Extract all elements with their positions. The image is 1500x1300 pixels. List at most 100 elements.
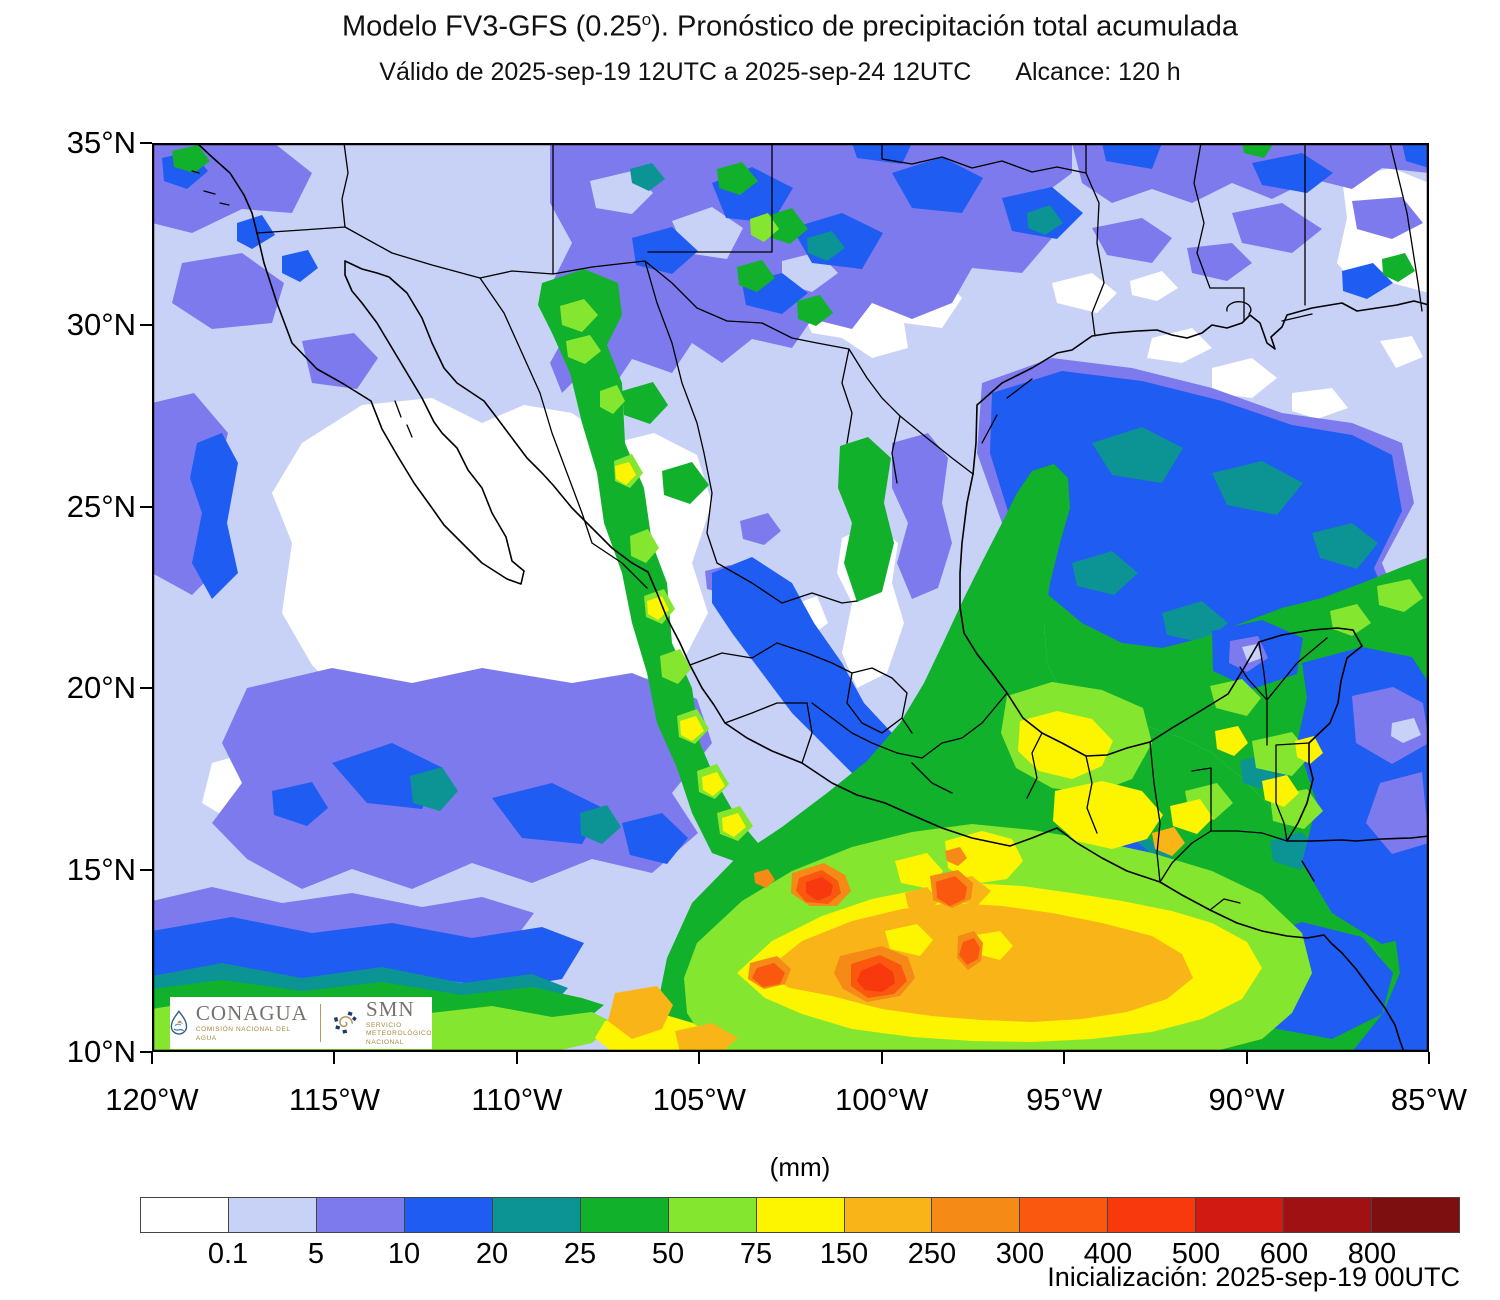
map-borders bbox=[191, 143, 1429, 1052]
colorbar bbox=[140, 1197, 1460, 1233]
conagua-logo-text: CONAGUA COMISIÓN NACIONAL DEL AGUA bbox=[196, 1003, 308, 1042]
colorbar-cell-1 bbox=[228, 1198, 317, 1232]
y-axis-label: 10°N bbox=[66, 1034, 136, 1069]
gulf-coast-us bbox=[972, 300, 1429, 475]
smn-name: SMN bbox=[366, 997, 415, 1022]
x-axis-label: 115°W bbox=[288, 1082, 380, 1117]
x-axis-tick bbox=[1245, 1052, 1248, 1064]
x-axis-label: 105°W bbox=[652, 1082, 746, 1117]
smn-logo-icon bbox=[334, 1011, 358, 1034]
y-axis-label: 30°N bbox=[66, 306, 136, 342]
colorbar-cell-14 bbox=[1372, 1198, 1460, 1232]
colorbar-labels: 0.1 5 10 20 25 50 75 150 250 300 400 500 600 800 bbox=[140, 1238, 1460, 1272]
alabama-georgia-border bbox=[1389, 143, 1423, 312]
x-axis-tick bbox=[151, 1052, 153, 1064]
pacific-coastline bbox=[344, 260, 1405, 1052]
precip-field-violet-caribbean bbox=[1229, 636, 1429, 854]
y-axis-label: 15°N bbox=[66, 852, 136, 888]
logo-divider bbox=[319, 1004, 322, 1042]
x-axis-tick bbox=[698, 1052, 701, 1064]
california-arizona-border bbox=[341, 143, 349, 228]
smn-caption: SERVICIO METEOROLÓGICO NACIONAL bbox=[366, 1022, 432, 1046]
colorbar-cell-12 bbox=[1196, 1198, 1285, 1232]
x-axis-label: 120°W bbox=[105, 1082, 199, 1117]
x-axis-label: 110°W bbox=[471, 1082, 563, 1117]
colorbar-label: 800 bbox=[1347, 1238, 1397, 1270]
colorbar-cell-11 bbox=[1108, 1198, 1197, 1232]
smn-logo-text: SMN SERVICIO METEOROLÓGICO NACIONAL bbox=[366, 999, 432, 1046]
baja-california-coastline bbox=[256, 232, 525, 585]
x-axis-label: 90°W bbox=[1208, 1082, 1285, 1117]
valid-range: Válido de 2025-sep-19 12UTC a 2025-sep-2… bbox=[379, 58, 972, 86]
gulf-caribbean-coastline bbox=[959, 473, 1429, 842]
legend-unit-label: (mm) bbox=[769, 1152, 831, 1182]
x-axis-label: 100°W bbox=[835, 1082, 929, 1117]
y-axis-tick bbox=[140, 687, 152, 690]
y-axis-tick bbox=[140, 323, 152, 326]
y-axis-label: 35°N bbox=[66, 125, 136, 160]
colorbar-cell-3 bbox=[404, 1198, 493, 1232]
x-axis-label: 85°W bbox=[1390, 1082, 1468, 1117]
map-frame bbox=[152, 143, 1429, 1052]
page-title: Modelo FV3-GFS (0.25o). Pronóstico de pr… bbox=[341, 10, 1239, 43]
y-axis-tick bbox=[140, 1051, 152, 1053]
x-axis-tick bbox=[1063, 1052, 1066, 1064]
colorbar-cell-2 bbox=[316, 1198, 405, 1232]
forecast-range: Alcance: 120 h bbox=[1015, 58, 1181, 86]
yucatan-state-borders bbox=[1239, 637, 1328, 746]
colorbar-label: 150 bbox=[819, 1238, 869, 1270]
colorbar-label: 500 bbox=[1171, 1238, 1221, 1270]
colorbar-label: 0.1 bbox=[207, 1238, 249, 1270]
gulf-of-california-islands bbox=[394, 400, 413, 438]
degree-superscript: o bbox=[641, 10, 652, 29]
colorbar-cell-5 bbox=[580, 1198, 669, 1232]
y-axis-label: 20°N bbox=[66, 670, 136, 706]
conagua-name: CONAGUA bbox=[195, 1001, 308, 1026]
colorbar-cell-9 bbox=[932, 1198, 1021, 1232]
colorbar-label: 10 bbox=[387, 1238, 421, 1270]
y-axis-tick bbox=[140, 142, 152, 144]
colorbar-label: 25 bbox=[563, 1238, 597, 1270]
x-axis-tick bbox=[880, 1052, 883, 1064]
us-mexico-border bbox=[256, 226, 974, 475]
channel-islands bbox=[191, 170, 230, 206]
x-axis-tick bbox=[1428, 1052, 1430, 1064]
conagua-caption: COMISIÓN NACIONAL DEL AGUA bbox=[195, 1026, 291, 1042]
barrier-islands bbox=[981, 301, 1313, 444]
colorbar-label: 250 bbox=[907, 1238, 957, 1270]
page-subtitle: Válido de 2025-sep-19 12UTC a 2025-sep-2… bbox=[0, 58, 1500, 87]
colorbar-cell-0 bbox=[141, 1198, 229, 1232]
colorbar-label: 300 bbox=[995, 1238, 1045, 1270]
texas-oklahoma-borders bbox=[881, 143, 1105, 337]
colorbar-cell-10 bbox=[1020, 1198, 1109, 1232]
colorbar-cell-7 bbox=[756, 1198, 845, 1232]
colorbar-label: 50 bbox=[651, 1238, 685, 1270]
mexican-state-borders bbox=[479, 260, 1161, 883]
colorbar-label: 400 bbox=[1083, 1238, 1133, 1270]
y-axis-tick bbox=[140, 505, 152, 508]
colorbar-cell-4 bbox=[492, 1198, 581, 1232]
colorbar-label: 75 bbox=[739, 1238, 773, 1270]
x-axis-tick bbox=[333, 1052, 336, 1064]
california-coastline bbox=[196, 143, 258, 234]
x-axis-label: 95°W bbox=[1026, 1082, 1103, 1117]
colorbar-label: 20 bbox=[475, 1238, 509, 1270]
x-axis-tick bbox=[515, 1052, 518, 1064]
colorbar-cell-8 bbox=[844, 1198, 933, 1232]
colorbar-label: 600 bbox=[1259, 1238, 1309, 1270]
conagua-logo-icon bbox=[170, 1010, 188, 1035]
colorbar-label: 5 bbox=[307, 1238, 325, 1270]
colorbar-cell-6 bbox=[668, 1198, 757, 1232]
y-axis-tick bbox=[140, 869, 152, 872]
precipitation-map bbox=[152, 143, 1429, 1052]
y-axis-label: 25°N bbox=[66, 488, 136, 524]
precip-field-red bbox=[806, 877, 895, 992]
logo-box: CONAGUA COMISIÓN NACIONAL DEL AGUA SMN S… bbox=[170, 997, 432, 1049]
colorbar-cell-13 bbox=[1284, 1198, 1373, 1232]
newmexico-texas-border bbox=[647, 143, 773, 253]
precip-field-orangered bbox=[752, 870, 980, 998]
louisiana-mississippi-border bbox=[1193, 143, 1245, 322]
central-america-borders bbox=[1159, 742, 1315, 911]
initialization-label: Inicialización: 2025-sep-19 00UTC bbox=[1047, 1262, 1460, 1292]
